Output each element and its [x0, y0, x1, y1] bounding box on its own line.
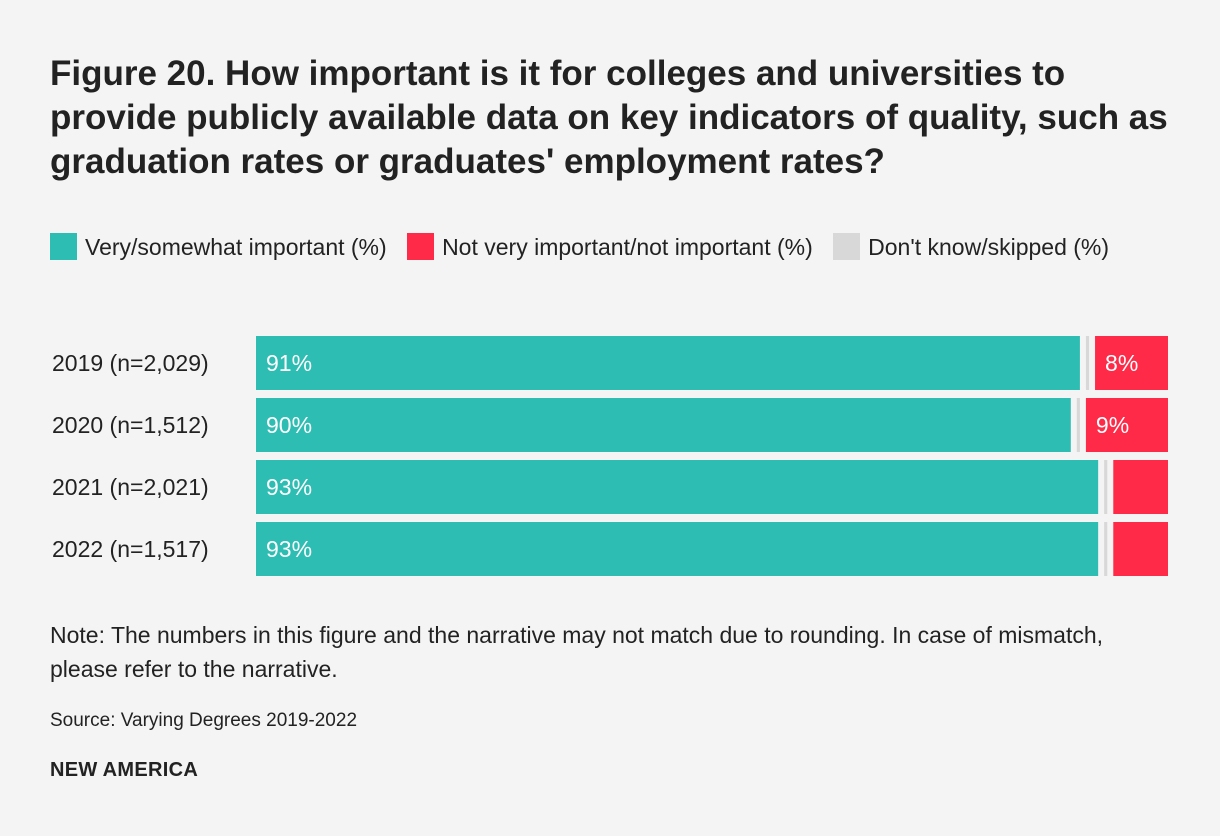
bar-segment [256, 336, 1080, 390]
legend: Very/somewhat important (%) Not very imp… [50, 226, 1170, 268]
bar-segment [1085, 336, 1090, 390]
chart-title: Figure 20. How important is it for colle… [50, 54, 1168, 181]
bar-value-label: 93% [266, 474, 312, 500]
bar-segment [256, 398, 1071, 452]
bar-segment [1095, 336, 1168, 390]
bar-segment [1113, 522, 1168, 576]
category-label: 2020 (n=1,512) [52, 412, 209, 438]
bar-value-label: 91% [266, 350, 312, 376]
category-label: 2019 (n=2,029) [52, 350, 209, 376]
bar-segment [1085, 398, 1168, 452]
bar-segment [256, 522, 1099, 576]
category-label: 2022 (n=1,517) [52, 536, 209, 562]
bar-value-label: 90% [266, 412, 312, 438]
legend-swatch-not-important [407, 233, 435, 260]
legend-label-not-important: Not very important/not important (%) [442, 234, 813, 260]
bar-segment [1076, 398, 1080, 452]
brand-logo-text: NEW AMERICA [50, 759, 199, 781]
legend-item-not-important: Not very important/not important (%) [407, 233, 827, 260]
bar-value-label: 93% [266, 536, 312, 562]
bar-segment [1104, 460, 1108, 514]
legend-item-important: Very/somewhat important (%) [50, 233, 401, 260]
category-label: 2021 (n=2,021) [52, 474, 209, 500]
bar-value-label: 9% [1096, 412, 1129, 438]
legend-swatch-dont-know [833, 233, 861, 260]
legend-item-dont-know: Don't know/skipped (%) [833, 233, 1123, 260]
source-text: Source: Varying Degrees 2019-2022 [50, 710, 358, 731]
legend-label-dont-know: Don't know/skipped (%) [868, 234, 1110, 260]
bar-value-label: 8% [1105, 350, 1138, 376]
bar-segment [1113, 460, 1168, 514]
legend-label-important: Very/somewhat important (%) [85, 234, 387, 260]
legend-swatch-important [50, 233, 77, 260]
bar-segment [1104, 522, 1108, 576]
chart-note: Note: The numbers in this figure and the… [50, 622, 1104, 682]
bar-chart: 2019 (n=2,029) 91% 8% 2020 (n=1,512) 90% 9% 20… [52, 336, 1168, 576]
bar-segment [256, 460, 1099, 514]
